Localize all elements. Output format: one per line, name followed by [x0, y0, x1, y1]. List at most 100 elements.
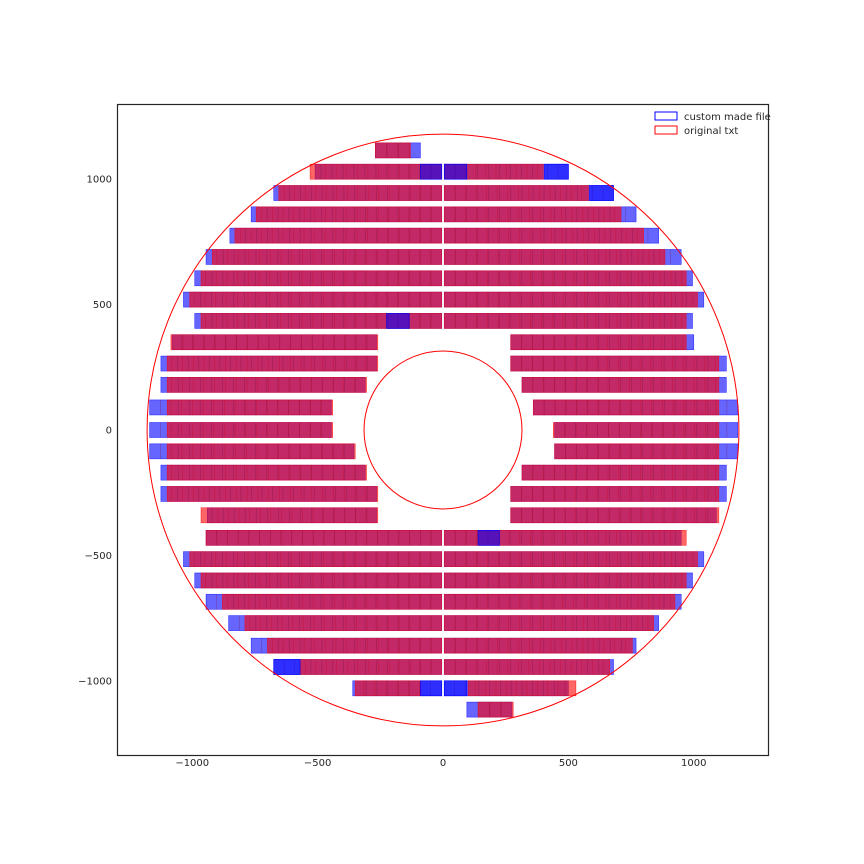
original-rect-fill: [510, 334, 687, 351]
original-rect-fill: [443, 313, 687, 329]
original-rect-fill: [166, 443, 356, 460]
inner-circle: [363, 350, 523, 510]
circles-layer: [146, 133, 740, 727]
original-rect-fill: [200, 270, 443, 287]
x-tick-label: 0: [440, 758, 446, 769]
original-rect: [443, 659, 611, 675]
original-rect: [234, 227, 443, 244]
custom-only-cell: [589, 185, 614, 201]
original-rect-fill: [267, 637, 443, 654]
original-rect: [443, 249, 666, 265]
original-rect: [200, 507, 379, 524]
original-rect-fill: [170, 334, 379, 351]
original-rect-fill: [234, 227, 443, 244]
original-rect: [255, 206, 443, 223]
original-rect: [189, 291, 443, 308]
original-rect: [443, 551, 698, 567]
legend: custom made file original txt: [654, 111, 771, 137]
original-rect-fill: [200, 507, 379, 524]
original-rect-fill: [189, 291, 443, 308]
original-rect-fill: [255, 206, 443, 223]
legend-label-custom: custom made file: [684, 112, 771, 123]
original-rect: [532, 399, 720, 416]
y-tick-label: 0: [106, 426, 112, 437]
original-rect: [278, 185, 443, 201]
original-rect-fill: [166, 355, 379, 372]
original-rect-fill: [443, 530, 687, 546]
original-rect: [166, 486, 379, 502]
original-rect: [211, 249, 443, 265]
original-rect-fill: [278, 185, 443, 201]
y-tick-labels: −1000 −500 0 500 1000: [78, 175, 112, 688]
original-rect-fill: [166, 486, 379, 502]
original-rect-fill: [554, 443, 720, 460]
original-rect: [170, 334, 379, 351]
original-rect: [354, 680, 421, 697]
original-rect-fill: [244, 615, 443, 631]
original-rect: [521, 464, 720, 481]
original-rect: [443, 206, 622, 223]
original-rect: [374, 142, 411, 159]
original-rect-fill: [443, 185, 589, 201]
original-rect-fill: [200, 572, 443, 589]
y-tick-label: 500: [93, 300, 112, 311]
original-rect: [443, 572, 687, 589]
custom-only-cell: [273, 659, 301, 675]
original-rect: [443, 593, 676, 610]
original-rect: [267, 637, 443, 654]
original-rect: [443, 615, 654, 631]
original-rect-fill: [510, 507, 720, 524]
original-rect-fill: [521, 464, 720, 481]
legend-swatch-original: [654, 125, 678, 135]
original-rect: [166, 422, 333, 438]
original-rect-fill: [443, 227, 644, 244]
bars-layer: [149, 142, 738, 718]
original-rect-fill: [443, 551, 698, 567]
y-tick-label: −500: [85, 551, 112, 562]
original-rect-fill: [200, 313, 443, 329]
original-rect-fill: [166, 399, 333, 416]
original-rect: [189, 551, 443, 567]
outer-circle: [146, 133, 740, 727]
original-rect-fill: [205, 530, 443, 546]
original-rect: [443, 270, 687, 287]
original-rect: [205, 530, 443, 546]
original-rect: [166, 355, 379, 372]
original-rect-fill: [443, 572, 687, 589]
original-rect: [510, 507, 720, 524]
x-tick-label: −1000: [175, 758, 209, 769]
x-tick-label: 1000: [681, 758, 706, 769]
original-rect-fill: [166, 377, 367, 393]
legend-swatch-custom: [654, 111, 678, 121]
original-rect: [200, 572, 443, 589]
original-rect-fill: [443, 291, 698, 308]
custom-only-cell: [420, 680, 443, 697]
original-rect-fill: [443, 659, 611, 675]
original-rect: [443, 227, 644, 244]
original-rect: [477, 701, 514, 718]
legend-label-original: original txt: [684, 126, 738, 137]
y-tick-label: 1000: [87, 175, 112, 186]
original-rect: [553, 422, 720, 438]
axes-frame: [116, 103, 770, 757]
original-rect: [443, 313, 687, 329]
original-rect: [166, 443, 356, 460]
original-rect: [467, 680, 577, 697]
original-rect-fill: [443, 206, 622, 223]
original-rect: [166, 464, 367, 481]
original-rect-fill: [299, 659, 443, 675]
original-rect: [443, 637, 633, 654]
original-rect: [309, 163, 443, 180]
x-tick-label: 500: [559, 758, 578, 769]
custom-only-cell: [420, 163, 443, 180]
original-rect-fill: [443, 270, 687, 287]
custom-only-cell: [443, 163, 468, 180]
custom-only-cell: [477, 530, 500, 546]
original-rect: [510, 355, 720, 372]
original-rect: [200, 313, 443, 329]
original-rect: [244, 615, 443, 631]
original-rect-fill: [222, 593, 443, 610]
original-rect: [166, 377, 367, 393]
original-rect-fill: [211, 249, 443, 265]
